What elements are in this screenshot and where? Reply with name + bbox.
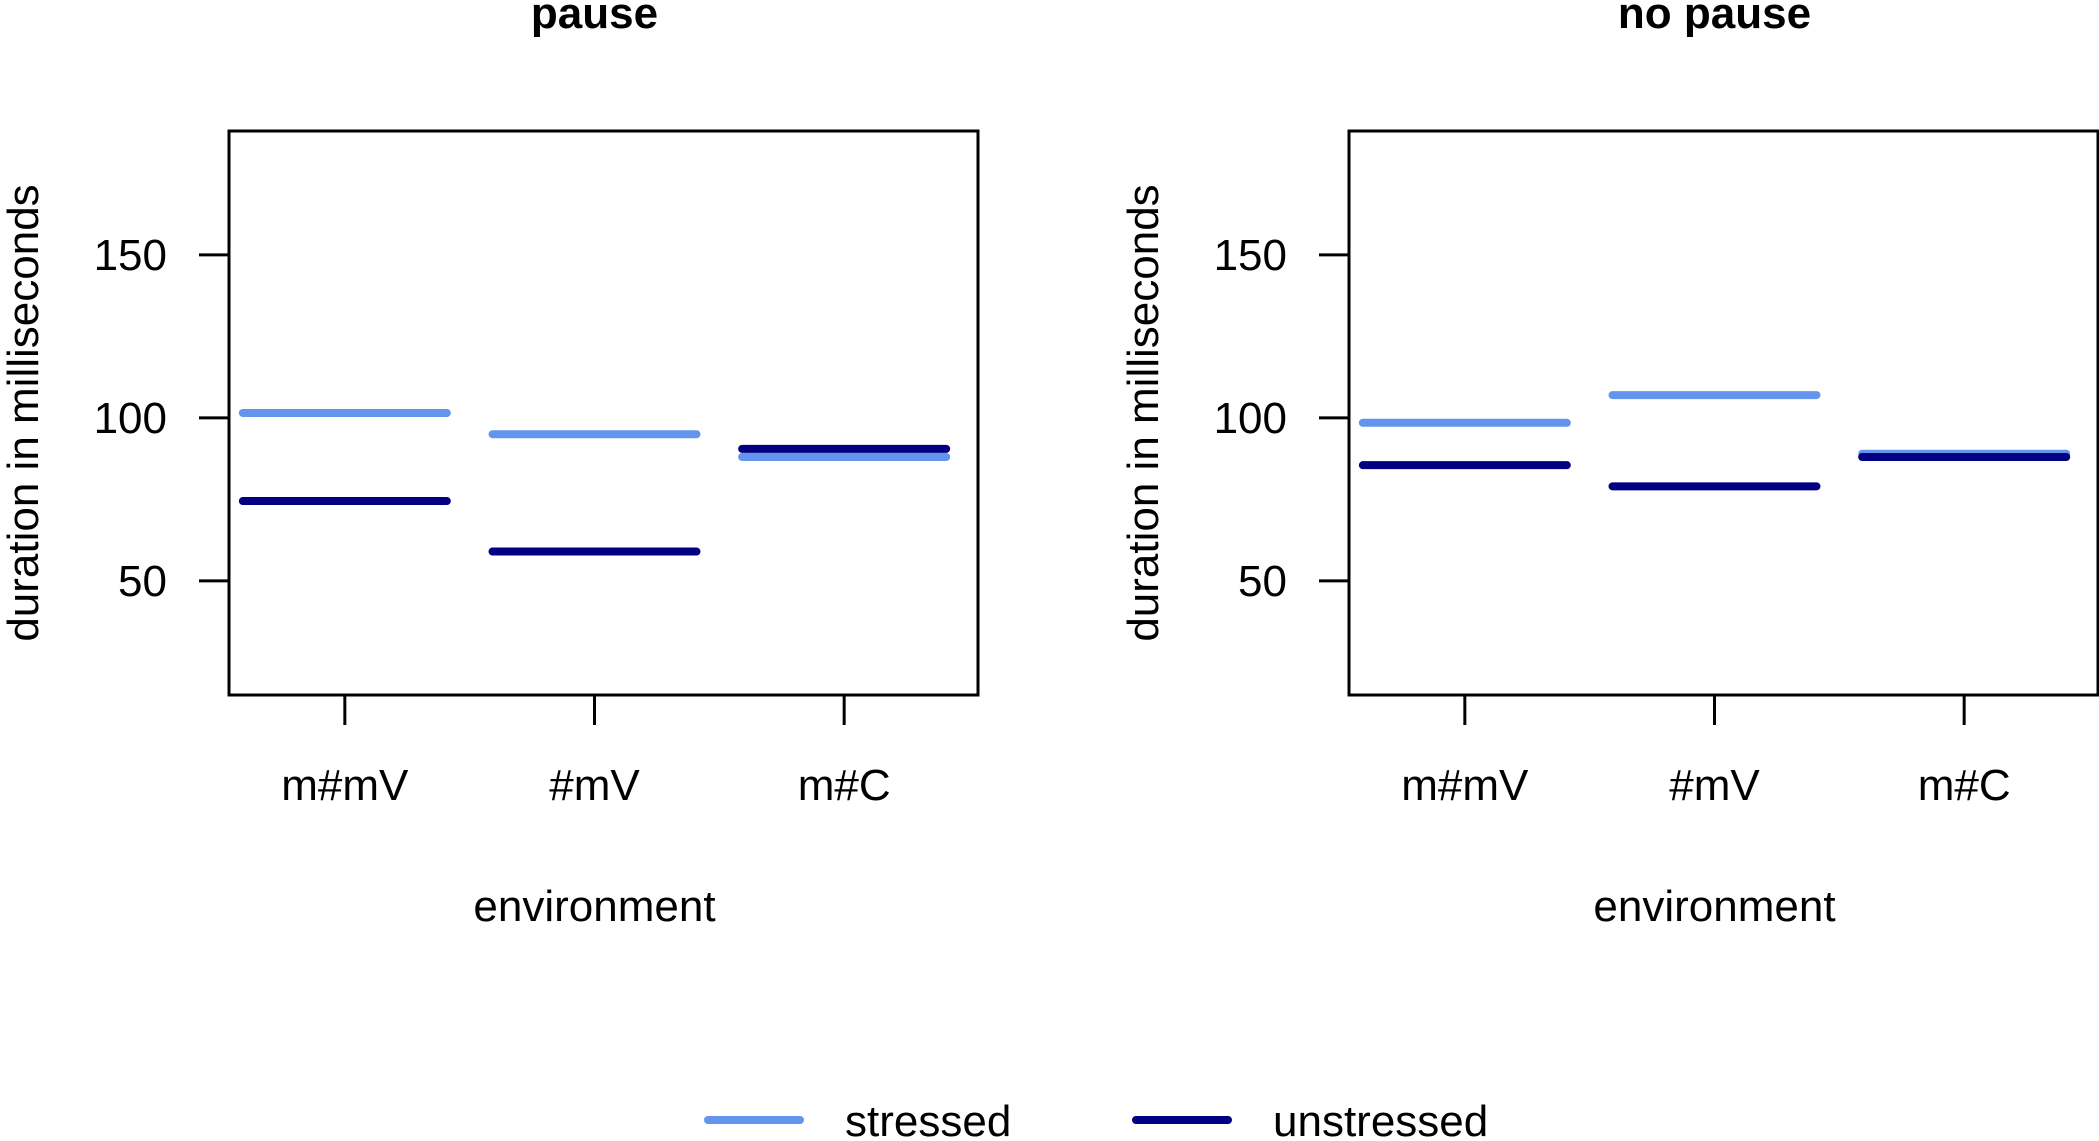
- chart-panels: pause 50 100 150 m#mV #mV m#C environment durati…: [0, 0, 2099, 931]
- x-axis-title: environment: [473, 882, 715, 931]
- panel-title: pause: [531, 0, 658, 38]
- x-tick-label: m#C: [798, 761, 891, 810]
- chart-panel-2: no pause 50 100 150 m#mV #mV m#C environment dur…: [1119, 0, 2099, 931]
- legend-label-unstressed: unstressed: [1273, 1097, 1488, 1141]
- x-tick-label: m#mV: [1401, 761, 1529, 810]
- x-tick-label: #mV: [549, 761, 640, 810]
- chart-panel-1: pause 50 100 150 m#mV #mV m#C environment durati…: [0, 0, 980, 931]
- y-tick-label: 150: [1214, 231, 1287, 280]
- y-tick-label: 50: [118, 557, 167, 606]
- y-axis-title: duration in milliseconds: [0, 184, 48, 641]
- plot-frame: [227, 129, 980, 697]
- y-tick-label: 50: [1238, 557, 1287, 606]
- y-tick-label: 100: [94, 394, 167, 443]
- x-tick-label: m#C: [1918, 761, 2011, 810]
- y-tick-label: 150: [94, 231, 167, 280]
- panel-title: no pause: [1618, 0, 1811, 38]
- x-axis-title: environment: [1593, 882, 1835, 931]
- y-tick-label: 100: [1214, 394, 1287, 443]
- y-axis-title: duration in milliseconds: [1119, 184, 1168, 641]
- legend-label-stressed: stressed: [845, 1097, 1011, 1141]
- legend: stressed unstressed: [704, 1097, 1488, 1141]
- plot-frame: [1347, 129, 2099, 697]
- x-tick-label: #mV: [1669, 761, 1760, 810]
- x-tick-label: m#mV: [281, 761, 409, 810]
